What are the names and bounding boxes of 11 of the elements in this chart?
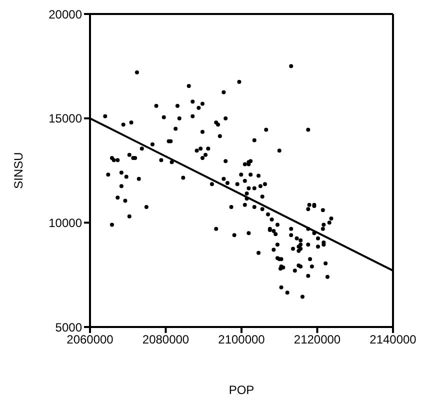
y-tick-label: 5000 [55, 320, 82, 334]
y-tick-label: 10000 [48, 216, 82, 230]
y-tick-label: 20000 [48, 7, 82, 22]
x-tick-label: 2120000 [294, 332, 341, 347]
x-tick-label: 2080000 [142, 332, 190, 347]
y-tick-label: 15000 [48, 112, 82, 126]
y-axis-title: SINSU [11, 152, 26, 189]
x-tick-label: 2140000 [370, 332, 417, 347]
x-tick-label: 2100000 [218, 332, 266, 347]
x-axis-title: POP [228, 383, 254, 397]
x-tick-label: 2060000 [66, 332, 114, 347]
